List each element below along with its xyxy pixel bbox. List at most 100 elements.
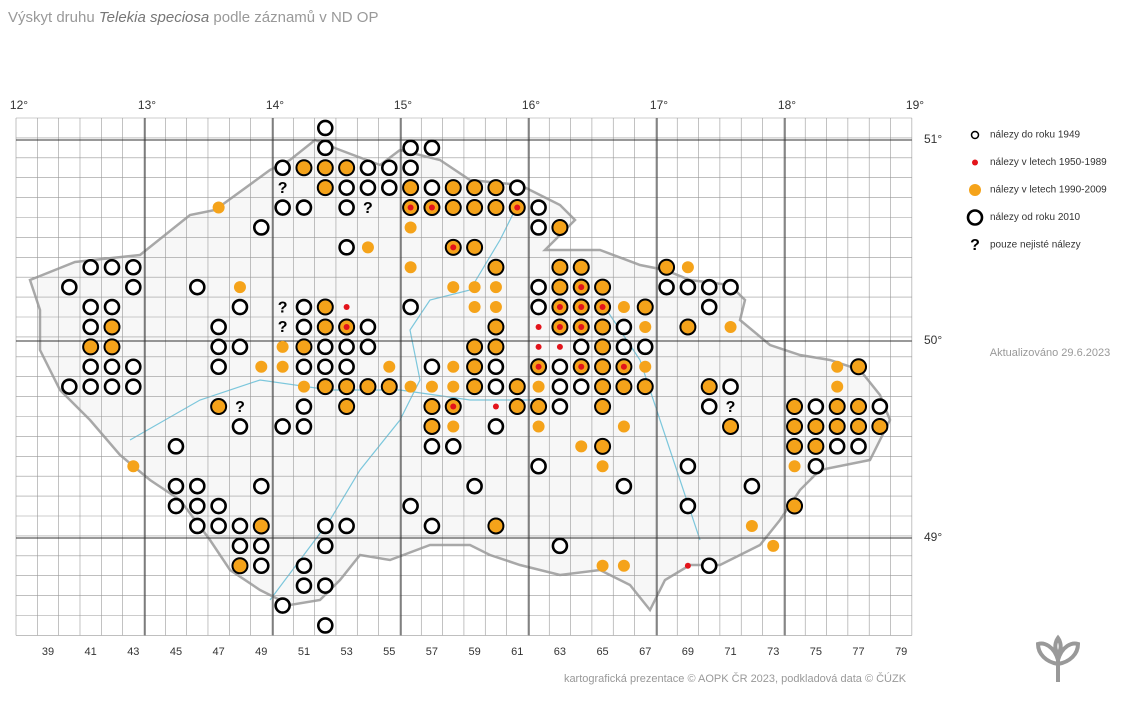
latitude-label: 50°: [924, 333, 942, 347]
marker-recent: [532, 201, 546, 215]
column-label: 39: [42, 646, 54, 658]
marker-recent-mid: [808, 439, 823, 454]
logo: [1038, 638, 1078, 682]
marker-recent: [84, 260, 98, 274]
marker-recent-mid: [403, 180, 418, 195]
marker-mid: [639, 321, 651, 333]
marker-red: [408, 205, 414, 211]
marker-recent: [318, 360, 332, 374]
marker-recent-mid: [211, 399, 226, 414]
marker-recent: [254, 539, 268, 553]
marker-recent: [233, 340, 247, 354]
marker-recent: [318, 121, 332, 135]
column-label: 63: [554, 646, 566, 658]
marker-mid: [234, 281, 246, 293]
marker-recent: [105, 380, 119, 394]
marker-red: [557, 304, 563, 310]
marker-recent-mid: [552, 260, 567, 275]
marker-red: [536, 324, 542, 330]
marker-recent: [233, 519, 247, 533]
marker-mid: [831, 361, 843, 373]
marker-recent: [852, 439, 866, 453]
marker-recent: [297, 559, 311, 573]
marker-recent-mid: [339, 379, 354, 394]
marker-recent: [62, 380, 76, 394]
marker-red: [429, 205, 435, 211]
marker-mid: [725, 321, 737, 333]
marker-red: [344, 324, 350, 330]
marker-recent: [105, 260, 119, 274]
column-label: 59: [468, 646, 480, 658]
marker-recent-mid: [296, 160, 311, 175]
marker-recent: [297, 579, 311, 593]
marker-recent: [617, 340, 631, 354]
marker-recent: [212, 340, 226, 354]
marker-red: [972, 160, 978, 166]
marker-recent: [702, 400, 716, 414]
marker-mid: [447, 361, 459, 373]
marker-red: [450, 404, 456, 410]
marker-recent-mid: [488, 319, 503, 334]
marker-mid: [298, 381, 310, 393]
marker-recent: [318, 618, 332, 632]
marker-recent: [190, 280, 204, 294]
longitude-label: 18°: [778, 98, 796, 112]
update-note: Aktualizováno 29.6.2023: [990, 347, 1110, 359]
marker-red: [600, 304, 606, 310]
marker-recent: [724, 280, 738, 294]
longitude-label: 15°: [394, 98, 412, 112]
legend-label: nálezy v letech 1950-1989: [990, 157, 1107, 168]
marker-recent: [681, 459, 695, 473]
marker-recent: [318, 141, 332, 155]
marker-recent: [276, 419, 290, 433]
marker-red: [536, 364, 542, 370]
marker-recent: [84, 380, 98, 394]
title-start: Výskyt druhu: [8, 9, 99, 26]
marker-recent: [446, 439, 460, 453]
marker-red: [450, 244, 456, 250]
marker-uncertain: ?: [970, 237, 980, 254]
marker-mid: [618, 560, 630, 572]
marker-recent: [254, 559, 268, 573]
marker-recent-mid: [296, 339, 311, 354]
marker-recent: [809, 400, 823, 414]
marker-red: [493, 404, 499, 410]
marker-mid: [618, 420, 630, 432]
marker-recent: [425, 519, 439, 533]
legend: nálezy do roku 1949nálezy v letech 1950-…: [968, 130, 1107, 255]
marker-recent-mid: [318, 160, 333, 175]
column-label: 67: [639, 646, 651, 658]
marker-recent: [532, 300, 546, 314]
marker-red: [557, 344, 563, 350]
marker-recent: [468, 479, 482, 493]
marker-recent-mid: [510, 399, 525, 414]
marker-recent: [361, 161, 375, 175]
marker-mid: [447, 381, 459, 393]
marker-recent: [169, 439, 183, 453]
marker-recent: [212, 499, 226, 513]
marker-recent-mid: [595, 339, 610, 354]
title-end: podle záznamů v ND OP: [209, 9, 378, 26]
marker-recent-mid: [254, 518, 269, 533]
marker-recent: [126, 280, 140, 294]
column-label: 53: [340, 646, 352, 658]
marker-recent-mid: [488, 339, 503, 354]
marker-recent-mid: [467, 339, 482, 354]
marker-old: [972, 132, 979, 139]
marker-recent: [553, 539, 567, 553]
marker-recent: [318, 519, 332, 533]
marker-recent: [681, 499, 695, 513]
marker-recent: [489, 360, 503, 374]
marker-recent: [489, 380, 503, 394]
longitude-label: 12°: [10, 98, 28, 112]
marker-recent-mid: [851, 359, 866, 374]
marker-recent: [553, 360, 567, 374]
marker-recent: [318, 539, 332, 553]
column-label: 69: [682, 646, 694, 658]
longitude-label: 16°: [522, 98, 540, 112]
marker-recent: [190, 479, 204, 493]
marker-mid: [831, 381, 843, 393]
marker-recent: [276, 201, 290, 215]
marker-mid: [597, 560, 609, 572]
marker-recent: [318, 340, 332, 354]
